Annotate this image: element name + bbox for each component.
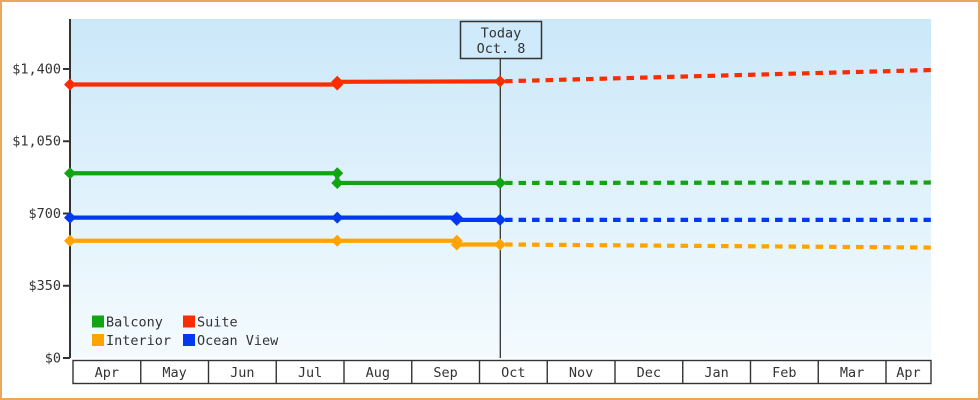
plot-area [71,19,931,358]
series-interior [64,234,931,251]
data-point-marker [331,234,344,247]
data-point-marker [64,167,76,180]
month-label-jul-3: Jul [298,365,322,381]
y-tick-label: $0 [45,351,61,367]
today-box-border [459,20,543,60]
data-point-marker [494,238,507,251]
x-axis-month-row: Apr May Jun Jul Aug Sep Oct Nov Dec Jan Feb Mar Apr [72,359,932,385]
series-line-solid [70,215,501,222]
data-point-marker [450,238,463,251]
series-line-forecast [500,67,931,84]
data-point-marker [331,167,344,180]
month-label-sep-5: Sep [433,365,457,381]
y-tick-label: $700 [28,206,61,222]
legend-swatch-interior [92,334,104,346]
legend-swatch-suite [183,315,195,328]
month-label-apr-0: Apr [95,365,119,381]
data-point-marker [64,78,76,91]
y-tick-label: $1,050 [12,134,61,150]
data-point-marker [331,176,344,189]
month-label-jan-9: Jan [704,365,728,381]
series-ocean-view [64,211,931,226]
month-label-jun-2: Jun [230,365,254,381]
y-tick-label: $350 [28,278,61,294]
data-point-marker [331,75,344,88]
legend-label-suite: Suite [197,315,238,331]
month-label-may-1: May [162,365,186,381]
series-balcony [64,167,931,189]
legend: Balcony Suite Interior Ocean View [92,315,279,349]
month-label-dec-8: Dec [637,365,661,381]
y-tick-label: $1,400 [12,61,61,77]
legend-label-ocean-view: Ocean View [197,333,279,349]
data-point-marker [450,213,463,226]
today-label: Today [481,26,522,42]
month-label-nov-7: Nov [569,365,593,381]
data-point-marker [331,211,344,224]
legend-label-interior: Interior [106,333,171,349]
data-point-marker [64,211,76,224]
data-point-marker [494,213,507,226]
legend-swatch-balcony [92,315,104,328]
today-date-label: Oct. 8 [477,41,526,57]
data-point-marker [64,234,76,247]
legend-swatch-ocean-view [183,334,195,346]
data-point-marker [494,176,507,189]
month-label-oct-6: Oct [501,365,525,381]
month-label-apr-12: Apr [896,365,920,381]
legend-label-balcony: Balcony [106,315,163,331]
series-line-forecast [500,242,931,250]
series-suite [64,67,931,91]
month-label-feb-10: Feb [772,365,796,381]
month-label-mar-11: Mar [840,365,864,381]
data-point-marker [494,75,507,88]
month-label-aug-4: Aug [366,365,390,381]
month-row-frame [72,359,932,385]
